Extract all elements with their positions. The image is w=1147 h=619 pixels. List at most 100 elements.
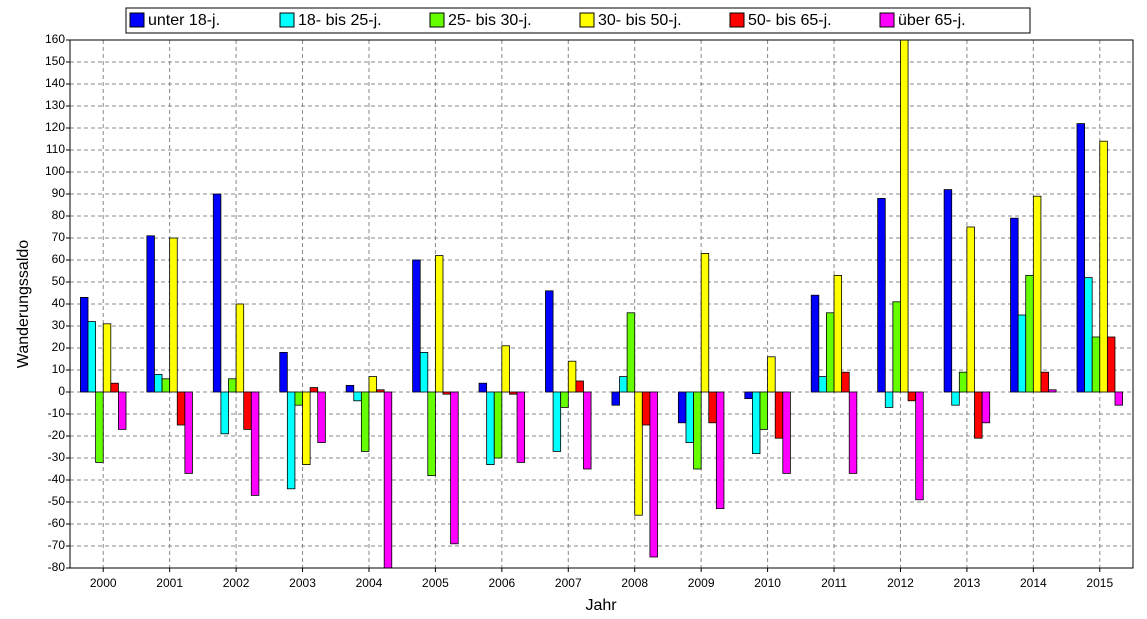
- bar: [212, 193, 222, 393]
- bar: [1084, 277, 1093, 393]
- legend-swatch: [879, 12, 895, 28]
- bar: [184, 391, 193, 474]
- bar: [154, 373, 163, 393]
- y-tick-label: 80: [52, 208, 66, 222]
- legend: [125, 7, 1031, 34]
- bar: [974, 391, 983, 439]
- legend-swatch: [729, 12, 745, 28]
- bar: [892, 301, 901, 393]
- bar: [427, 391, 436, 476]
- bar: [810, 294, 820, 393]
- bar: [877, 197, 886, 393]
- bar: [552, 391, 562, 452]
- bar: [1106, 336, 1116, 393]
- bar: [693, 391, 702, 470]
- bar: [884, 391, 894, 408]
- y-tick-label: -50: [48, 494, 66, 508]
- y-tick-label: 20: [52, 340, 66, 354]
- bar: [708, 391, 717, 424]
- bar: [1040, 371, 1049, 393]
- bar: [450, 391, 459, 545]
- y-tick-label: -80: [48, 560, 66, 574]
- bar: [228, 378, 237, 393]
- y-tick-label: 10: [52, 362, 66, 376]
- bar: [478, 382, 488, 393]
- bar: [900, 40, 909, 393]
- bars: [80, 40, 1123, 568]
- bar: [383, 391, 393, 568]
- bar: [243, 391, 252, 430]
- bar: [833, 274, 843, 393]
- bar: [782, 391, 791, 474]
- bar: [412, 259, 421, 393]
- x-tick-label: 2005: [422, 576, 449, 590]
- y-tick-label: 140: [45, 76, 65, 90]
- y-tick-label: 40: [52, 296, 66, 310]
- bar: [376, 389, 385, 393]
- bar: [951, 391, 960, 406]
- bar: [545, 290, 554, 393]
- bar: [611, 391, 620, 406]
- bar: [818, 376, 827, 393]
- x-tick-label: 2015: [1086, 576, 1113, 590]
- bar: [943, 189, 953, 393]
- x-tick-label: 2013: [954, 576, 981, 590]
- bar: [169, 237, 178, 393]
- bar: [677, 391, 687, 424]
- x-tick-label: 2000: [90, 576, 117, 590]
- bar: [516, 391, 526, 463]
- x-tick-label: 2002: [223, 576, 250, 590]
- bar: [1076, 123, 1085, 393]
- y-tick-label: 150: [45, 54, 65, 68]
- bar: [744, 391, 753, 399]
- legend-swatch: [129, 12, 145, 28]
- y-tick-label: -10: [48, 406, 66, 420]
- legend-label: 18- bis 25-j.: [298, 12, 382, 29]
- bar: [486, 391, 495, 465]
- y-tick-label: 30: [52, 318, 66, 332]
- bar: [685, 391, 694, 443]
- x-tick-label: 2001: [156, 576, 183, 590]
- x-tick-label: 2011: [821, 576, 847, 590]
- y-tick-label: 120: [45, 120, 65, 134]
- bar: [509, 391, 518, 395]
- x-axis-label: Jahr: [585, 597, 617, 614]
- bar: [715, 391, 725, 509]
- legend-label: über 65-j.: [898, 12, 966, 29]
- bar: [309, 387, 319, 393]
- bar: [1017, 314, 1027, 393]
- bar: [294, 391, 303, 406]
- bar: [1025, 274, 1034, 393]
- bar: [583, 391, 592, 470]
- bar: [567, 360, 577, 393]
- x-tick-label: 2008: [621, 576, 648, 590]
- bar: [161, 378, 171, 393]
- y-tick-label: 50: [52, 274, 66, 288]
- bar: [220, 391, 229, 435]
- x-tick-label: 2003: [289, 576, 316, 590]
- bar: [435, 255, 444, 393]
- bar: [317, 391, 326, 443]
- y-tick-label: 90: [52, 186, 66, 200]
- legend-label: unter 18-j.: [148, 12, 220, 29]
- legend-swatch: [429, 12, 445, 28]
- bar: [87, 321, 97, 393]
- bar: [442, 391, 452, 395]
- bar: [118, 391, 127, 430]
- bar: [279, 351, 288, 393]
- bar: [649, 391, 658, 558]
- legend-label: 25- bis 30-j.: [448, 12, 532, 29]
- x-tick-label: 2010: [754, 576, 781, 590]
- bar: [981, 391, 991, 424]
- bar: [1099, 140, 1108, 393]
- bar: [235, 303, 245, 393]
- x-tick-label: 2006: [488, 576, 515, 590]
- x-tick-label: 2014: [1020, 576, 1047, 590]
- bar: [302, 391, 311, 465]
- bar: [560, 391, 569, 408]
- bar: [641, 391, 651, 426]
- bar: [700, 252, 710, 393]
- x-tick-label: 2009: [688, 576, 715, 590]
- x-tick-label: 2004: [356, 576, 383, 590]
- y-tick-label: 100: [45, 164, 65, 178]
